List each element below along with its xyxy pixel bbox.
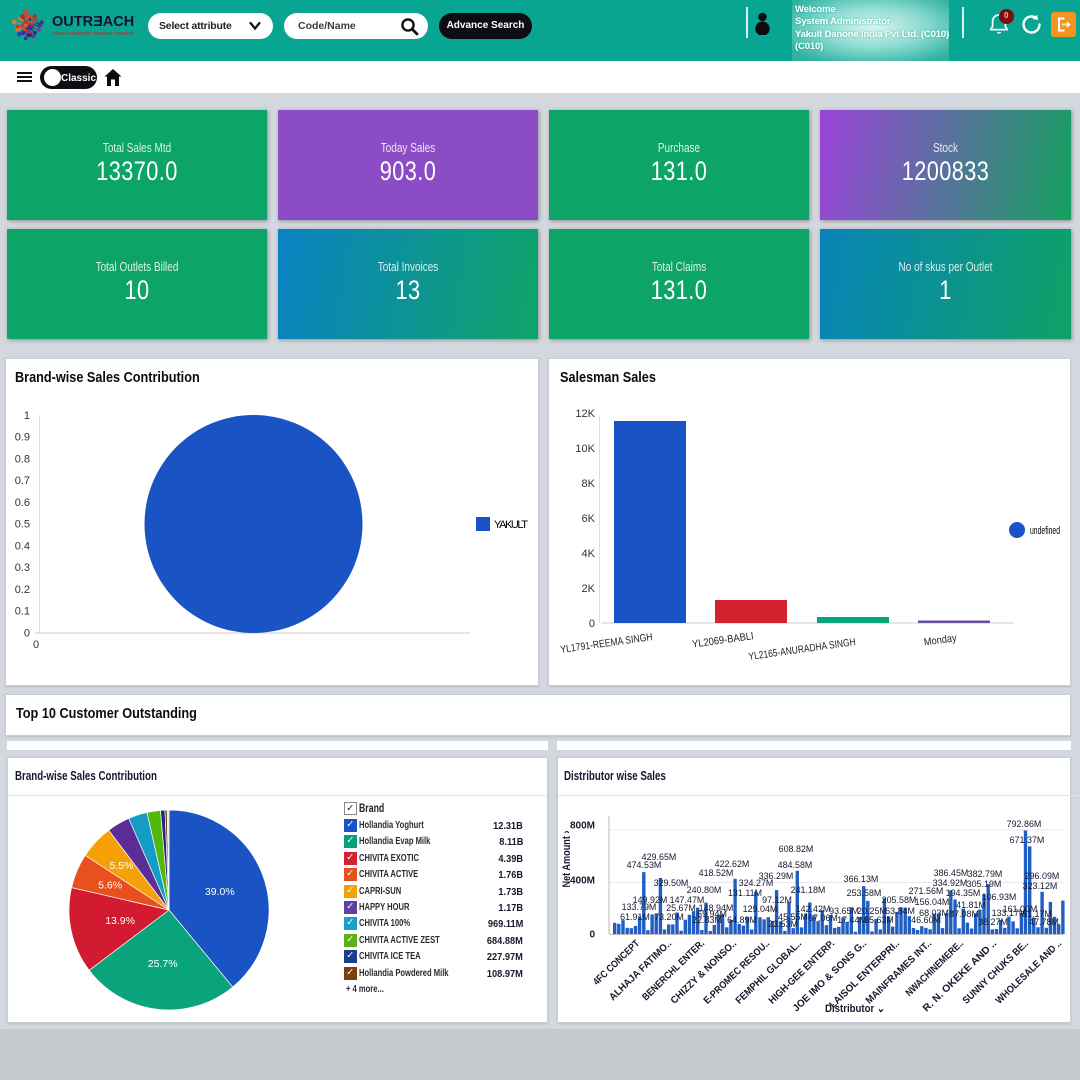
svg-text:67.06M: 67.06M bbox=[808, 913, 838, 923]
svg-text:6K: 6K bbox=[582, 513, 596, 525]
svg-text:334.92M: 334.92M bbox=[933, 878, 968, 888]
svg-text:484.58M: 484.58M bbox=[778, 860, 813, 870]
svg-text:93.65M: 93.65M bbox=[829, 906, 859, 916]
svg-text:0.9: 0.9 bbox=[15, 432, 30, 444]
svg-text:0.5: 0.5 bbox=[15, 519, 30, 531]
svg-text:63.84M: 63.84M bbox=[885, 906, 915, 916]
svg-text:133.79M: 133.79M bbox=[622, 902, 657, 912]
svg-text:41.81M: 41.81M bbox=[956, 900, 986, 910]
svg-text:0.4: 0.4 bbox=[15, 541, 30, 553]
svg-text:Net Amount ›: Net Amount › bbox=[561, 830, 573, 887]
svg-text:253.58M: 253.58M bbox=[847, 888, 882, 898]
svg-text:386.45M: 386.45M bbox=[934, 868, 969, 878]
svg-text:271.56M: 271.56M bbox=[909, 886, 944, 896]
svg-text:133.17M: 133.17M bbox=[992, 908, 1027, 918]
svg-text:YL1791-REEMA SINGH: YL1791-REEMA SINGH bbox=[560, 631, 654, 656]
svg-text:20.25M: 20.25M bbox=[857, 906, 887, 916]
svg-text:12K: 12K bbox=[575, 408, 595, 420]
svg-text:25.67M: 25.67M bbox=[666, 903, 696, 913]
svg-text:0.2: 0.2 bbox=[15, 584, 30, 596]
svg-text:0.1: 0.1 bbox=[15, 606, 30, 618]
svg-text:0.3: 0.3 bbox=[15, 562, 30, 574]
svg-text:161.00M: 161.00M bbox=[1003, 904, 1038, 914]
svg-text:0: 0 bbox=[589, 930, 595, 941]
svg-text:38.27M: 38.27M bbox=[978, 917, 1008, 927]
svg-text:WHOLESALE AND ..: WHOLESALE AND .. bbox=[994, 938, 1064, 1006]
svg-text:792.86M: 792.86M bbox=[1007, 819, 1042, 829]
svg-text:39.0%: 39.0% bbox=[205, 886, 235, 898]
svg-text:51.17M: 51.17M bbox=[1022, 909, 1052, 919]
svg-text:148.94M: 148.94M bbox=[699, 903, 734, 913]
svg-text:324.27M: 324.27M bbox=[739, 878, 774, 888]
svg-text:1: 1 bbox=[24, 410, 30, 422]
svg-text:305.19M: 305.19M bbox=[967, 879, 1002, 889]
svg-text:YL2069-BABLI: YL2069-BABLI bbox=[691, 630, 754, 651]
svg-text:296.09M: 296.09M bbox=[1025, 871, 1060, 881]
svg-text:YAKULT: YAKULT bbox=[494, 519, 528, 531]
svg-text:8K: 8K bbox=[582, 478, 596, 490]
svg-text:129.04M: 129.04M bbox=[743, 904, 778, 914]
svg-text:68.03M: 68.03M bbox=[919, 908, 949, 918]
svg-text:45.55M: 45.55M bbox=[778, 912, 808, 922]
svg-text:13.9%: 13.9% bbox=[105, 915, 135, 927]
svg-text:241.18M: 241.18M bbox=[791, 885, 826, 895]
svg-text:336.29M: 336.29M bbox=[759, 871, 794, 881]
svg-text:10K: 10K bbox=[575, 443, 595, 455]
svg-text:329.50M: 329.50M bbox=[654, 878, 689, 888]
svg-text:382.79M: 382.79M bbox=[968, 869, 1003, 879]
svg-text:0: 0 bbox=[24, 628, 30, 640]
svg-text:73.20M: 73.20M bbox=[654, 912, 684, 922]
svg-text:22.83M: 22.83M bbox=[692, 915, 722, 925]
svg-text:2K: 2K bbox=[582, 583, 596, 595]
svg-text:5.6%: 5.6% bbox=[98, 880, 122, 892]
svg-text:608.82M: 608.82M bbox=[779, 844, 814, 854]
svg-text:0.8: 0.8 bbox=[15, 454, 30, 466]
svg-text:323.12M: 323.12M bbox=[1023, 881, 1058, 891]
svg-text:47.78M: 47.78M bbox=[1029, 917, 1059, 927]
svg-text:0.7: 0.7 bbox=[15, 475, 30, 487]
svg-text:25.7%: 25.7% bbox=[148, 958, 178, 970]
svg-text:64.89M: 64.89M bbox=[727, 915, 757, 925]
svg-text:97.12M: 97.12M bbox=[762, 895, 792, 905]
svg-text:366.13M: 366.13M bbox=[844, 874, 879, 884]
svg-text:undefined: undefined bbox=[1030, 525, 1060, 537]
svg-text:46.60M: 46.60M bbox=[911, 915, 941, 925]
svg-text:0.6: 0.6 bbox=[15, 497, 30, 509]
svg-text:0: 0 bbox=[33, 639, 39, 651]
svg-text:671.37M: 671.37M bbox=[1010, 835, 1045, 845]
svg-text:106.93M: 106.93M bbox=[982, 892, 1017, 902]
svg-text:NWACHINEMERE..: NWACHINEMERE.. bbox=[904, 938, 966, 999]
svg-text:5.5%: 5.5% bbox=[110, 860, 134, 872]
svg-text:Distributor ⌄: Distributor ⌄ bbox=[825, 1003, 885, 1015]
svg-text:800M: 800M bbox=[570, 821, 595, 832]
svg-text:149.92M: 149.92M bbox=[633, 895, 668, 905]
svg-text:205.58M: 205.58M bbox=[882, 895, 917, 905]
svg-text:131.11M: 131.11M bbox=[728, 888, 762, 898]
svg-text:17.44M: 17.44M bbox=[837, 915, 867, 925]
svg-text:142.42M: 142.42M bbox=[796, 904, 831, 914]
svg-text:240.80M: 240.80M bbox=[687, 885, 722, 895]
svg-text:418.52M: 418.52M bbox=[699, 868, 734, 878]
svg-text:87.08M: 87.08M bbox=[949, 909, 979, 919]
svg-text:429.65M: 429.65M bbox=[642, 852, 677, 862]
svg-text:61.91M: 61.91M bbox=[620, 912, 650, 922]
svg-text:147.47M: 147.47M bbox=[670, 895, 705, 905]
svg-text:400M: 400M bbox=[570, 876, 595, 887]
svg-text:422.62M: 422.62M bbox=[715, 859, 750, 869]
svg-text:194.35M: 194.35M bbox=[946, 888, 981, 898]
svg-text:YL2165-ANURADHA SINGH: YL2165-ANURADHA SINGH bbox=[748, 636, 857, 663]
svg-text:69.94M: 69.94M bbox=[697, 909, 727, 919]
svg-text:35.63M: 35.63M bbox=[864, 915, 894, 925]
svg-text:474.53M: 474.53M bbox=[627, 860, 662, 870]
svg-text:Monday: Monday bbox=[923, 632, 958, 649]
svg-text:23.53M: 23.53M bbox=[768, 919, 798, 929]
svg-text:4K: 4K bbox=[582, 548, 596, 560]
svg-text:0: 0 bbox=[589, 618, 595, 630]
svg-text:156.04M: 156.04M bbox=[915, 897, 950, 907]
svg-text:ALHAJA FATIMO..: ALHAJA FATIMO.. bbox=[607, 938, 674, 1003]
